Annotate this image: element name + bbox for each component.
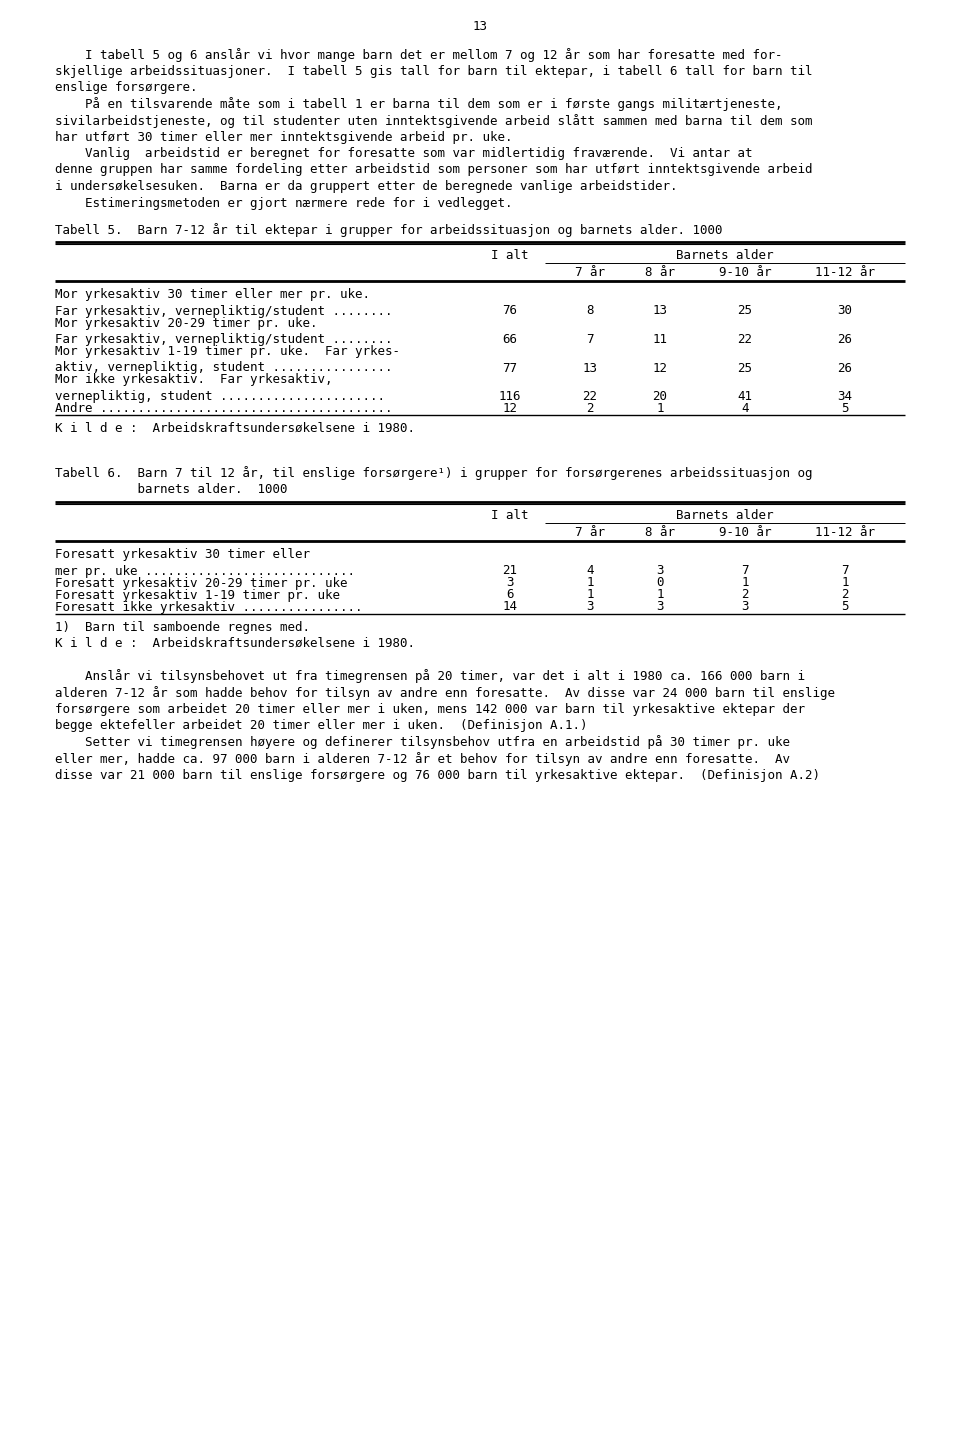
Text: enslige forsørgere.: enslige forsørgere. — [55, 81, 198, 94]
Text: barnets alder.  1000: barnets alder. 1000 — [55, 483, 287, 496]
Text: 7 år: 7 år — [575, 266, 605, 279]
Text: 77: 77 — [502, 361, 517, 374]
Text: begge ektefeller arbeidet 20 timer eller mer i uken.  (Definisjon A.1.): begge ektefeller arbeidet 20 timer eller… — [55, 720, 588, 733]
Text: 3: 3 — [657, 565, 663, 578]
Text: 2: 2 — [587, 402, 593, 415]
Text: 12: 12 — [653, 361, 667, 374]
Text: 7: 7 — [741, 565, 749, 578]
Text: 8 år: 8 år — [645, 526, 675, 539]
Text: har utført 30 timer eller mer inntektsgivende arbeid pr. uke.: har utført 30 timer eller mer inntektsgi… — [55, 130, 513, 143]
Text: 7: 7 — [841, 565, 849, 578]
Text: 13: 13 — [472, 20, 488, 33]
Text: 9-10 år: 9-10 år — [719, 526, 771, 539]
Text: 1: 1 — [657, 402, 663, 415]
Text: Far yrkesaktiv, vernepliktig/student ........: Far yrkesaktiv, vernepliktig/student ...… — [55, 305, 393, 318]
Text: 116: 116 — [499, 390, 521, 403]
Text: 11-12 år: 11-12 år — [815, 266, 875, 279]
Text: 11-12 år: 11-12 år — [815, 526, 875, 539]
Text: Barnets alder: Barnets alder — [676, 249, 774, 262]
Text: K i l d e :  Arbeidskraftsundersøkelsene i 1980.: K i l d e : Arbeidskraftsundersøkelsene … — [55, 422, 415, 435]
Text: 7: 7 — [587, 332, 593, 345]
Text: 9-10 år: 9-10 år — [719, 266, 771, 279]
Text: Barnets alder: Barnets alder — [676, 509, 774, 522]
Text: mer pr. uke ............................: mer pr. uke ............................ — [55, 565, 355, 578]
Text: Tabell 6.  Barn 7 til 12 år, til enslige forsørgere¹) i grupper for forsørgerene: Tabell 6. Barn 7 til 12 år, til enslige … — [55, 467, 812, 481]
Text: 66: 66 — [502, 332, 517, 345]
Text: 4: 4 — [587, 565, 593, 578]
Text: 3: 3 — [741, 601, 749, 614]
Text: 5: 5 — [841, 402, 849, 415]
Text: Mor ikke yrkesaktiv.  Far yrkesaktiv,: Mor ikke yrkesaktiv. Far yrkesaktiv, — [55, 373, 332, 386]
Text: Foresatt yrkesaktiv 20-29 timer pr. uke: Foresatt yrkesaktiv 20-29 timer pr. uke — [55, 577, 348, 590]
Text: 8 år: 8 år — [645, 266, 675, 279]
Text: Foresatt ikke yrkesaktiv ................: Foresatt ikke yrkesaktiv ...............… — [55, 601, 363, 614]
Text: 3: 3 — [506, 577, 514, 590]
Text: 1)  Barn til samboende regnes med.: 1) Barn til samboende regnes med. — [55, 620, 310, 633]
Text: 3: 3 — [587, 601, 593, 614]
Text: 2: 2 — [841, 588, 849, 601]
Text: 1: 1 — [587, 588, 593, 601]
Text: Foresatt yrkesaktiv 30 timer eller: Foresatt yrkesaktiv 30 timer eller — [55, 548, 310, 561]
Text: Tabell 5.  Barn 7-12 år til ektepar i grupper for arbeidssituasjon og barnets al: Tabell 5. Barn 7-12 år til ektepar i gru… — [55, 223, 723, 237]
Text: 25: 25 — [737, 361, 753, 374]
Text: 21: 21 — [502, 565, 517, 578]
Text: eller mer, hadde ca. 97 000 barn i alderen 7-12 år et behov for tilsyn av andre : eller mer, hadde ca. 97 000 barn i alder… — [55, 751, 790, 766]
Text: 25: 25 — [737, 305, 753, 318]
Text: sivilarbeidstjeneste, og til studenter uten inntektsgivende arbeid slått sammen : sivilarbeidstjeneste, og til studenter u… — [55, 114, 812, 129]
Text: alderen 7-12 år som hadde behov for tilsyn av andre enn foresatte.  Av disse var: alderen 7-12 år som hadde behov for tils… — [55, 686, 835, 699]
Text: 6: 6 — [506, 588, 514, 601]
Text: 20: 20 — [653, 390, 667, 403]
Text: I tabell 5 og 6 anslår vi hvor mange barn det er mellom 7 og 12 år som har fores: I tabell 5 og 6 anslår vi hvor mange bar… — [55, 48, 782, 62]
Text: 3: 3 — [657, 601, 663, 614]
Text: Andre .......................................: Andre ..................................… — [55, 402, 393, 415]
Text: 4: 4 — [741, 402, 749, 415]
Text: Mor yrkesaktiv 30 timer eller mer pr. uke.: Mor yrkesaktiv 30 timer eller mer pr. uk… — [55, 288, 370, 301]
Text: aktiv, vernepliktig, student ................: aktiv, vernepliktig, student ...........… — [55, 361, 393, 374]
Text: forsørgere som arbeidet 20 timer eller mer i uken, mens 142 000 var barn til yrk: forsørgere som arbeidet 20 timer eller m… — [55, 702, 805, 715]
Text: 41: 41 — [737, 390, 753, 403]
Text: Estimeringsmetoden er gjort nærmere rede for i vedlegget.: Estimeringsmetoden er gjort nærmere rede… — [55, 197, 513, 210]
Text: I alt: I alt — [492, 249, 529, 262]
Text: 12: 12 — [502, 402, 517, 415]
Text: denne gruppen har samme fordeling etter arbeidstid som personer som har utført i: denne gruppen har samme fordeling etter … — [55, 163, 812, 176]
Text: i undersøkelsesuken.  Barna er da gruppert etter de beregnede vanlige arbeidstid: i undersøkelsesuken. Barna er da grupper… — [55, 181, 678, 194]
Text: 8: 8 — [587, 305, 593, 318]
Text: 11: 11 — [653, 332, 667, 345]
Text: 7 år: 7 år — [575, 526, 605, 539]
Text: Foresatt yrkesaktiv 1-19 timer pr. uke: Foresatt yrkesaktiv 1-19 timer pr. uke — [55, 588, 340, 601]
Text: 13: 13 — [653, 305, 667, 318]
Text: 1: 1 — [657, 588, 663, 601]
Text: Mor yrkesaktiv 1-19 timer pr. uke.  Far yrkes-: Mor yrkesaktiv 1-19 timer pr. uke. Far y… — [55, 345, 400, 358]
Text: Vanlig  arbeidstid er beregnet for foresatte som var midlertidig fraværende.  Vi: Vanlig arbeidstid er beregnet for foresa… — [55, 147, 753, 160]
Text: 14: 14 — [502, 601, 517, 614]
Text: 0: 0 — [657, 577, 663, 590]
Text: vernepliktig, student ......................: vernepliktig, student ..................… — [55, 390, 385, 403]
Text: 1: 1 — [741, 577, 749, 590]
Text: 1: 1 — [841, 577, 849, 590]
Text: 26: 26 — [837, 332, 852, 345]
Text: 22: 22 — [583, 390, 597, 403]
Text: 13: 13 — [583, 361, 597, 374]
Text: I alt: I alt — [492, 509, 529, 522]
Text: 34: 34 — [837, 390, 852, 403]
Text: Mor yrkesaktiv 20-29 timer pr. uke.: Mor yrkesaktiv 20-29 timer pr. uke. — [55, 316, 318, 329]
Text: 2: 2 — [741, 588, 749, 601]
Text: 76: 76 — [502, 305, 517, 318]
Text: disse var 21 000 barn til enslige forsørgere og 76 000 barn til yrkesaktive ekte: disse var 21 000 barn til enslige forsør… — [55, 769, 820, 782]
Text: Anslår vi tilsynsbehovet ut fra timegrensen på 20 timer, var det i alt i 1980 ca: Anslår vi tilsynsbehovet ut fra timegren… — [55, 669, 805, 683]
Text: Setter vi timegrensen høyere og definerer tilsynsbehov utfra en arbeidstid på 30: Setter vi timegrensen høyere og definere… — [55, 736, 790, 750]
Text: 30: 30 — [837, 305, 852, 318]
Text: 1: 1 — [587, 577, 593, 590]
Text: 5: 5 — [841, 601, 849, 614]
Text: skjellige arbeidssituasjoner.  I tabell 5 gis tall for barn til ektepar, i tabel: skjellige arbeidssituasjoner. I tabell 5… — [55, 65, 812, 78]
Text: K i l d e :  Arbeidskraftsundersøkelsene i 1980.: K i l d e : Arbeidskraftsundersøkelsene … — [55, 637, 415, 650]
Text: 22: 22 — [737, 332, 753, 345]
Text: På en tilsvarende måte som i tabell 1 er barna til dem som er i første gangs mil: På en tilsvarende måte som i tabell 1 er… — [55, 97, 782, 111]
Text: 26: 26 — [837, 361, 852, 374]
Text: Far yrkesaktiv, vernepliktig/student ........: Far yrkesaktiv, vernepliktig/student ...… — [55, 332, 393, 345]
